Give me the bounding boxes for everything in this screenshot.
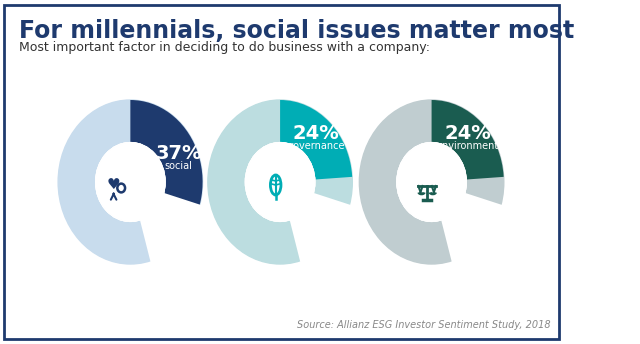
Circle shape [58, 100, 203, 264]
Circle shape [245, 143, 315, 221]
FancyBboxPatch shape [4, 5, 559, 339]
Text: 24%: 24% [444, 124, 491, 143]
Circle shape [359, 100, 504, 264]
Wedge shape [280, 182, 354, 266]
Wedge shape [431, 100, 504, 182]
Wedge shape [280, 100, 352, 182]
Wedge shape [131, 100, 203, 238]
Circle shape [397, 143, 467, 221]
Circle shape [96, 143, 165, 221]
Circle shape [245, 143, 315, 221]
Text: Most important factor in deciding to do business with a company:: Most important factor in deciding to do … [19, 41, 430, 54]
Circle shape [96, 143, 165, 221]
Wedge shape [431, 182, 505, 266]
Text: For millennials, social issues matter most: For millennials, social issues matter mo… [19, 19, 575, 43]
Circle shape [397, 143, 467, 221]
Text: 24%: 24% [293, 124, 340, 143]
Text: social: social [165, 161, 193, 171]
Circle shape [245, 143, 315, 221]
Text: Source: Allianz ESG Investor Sentiment Study, 2018: Source: Allianz ESG Investor Sentiment S… [297, 320, 550, 330]
Text: 37%: 37% [156, 144, 202, 163]
Wedge shape [131, 182, 204, 266]
Circle shape [96, 143, 165, 221]
Circle shape [208, 100, 352, 264]
Text: governance: governance [287, 141, 345, 151]
Text: ♥: ♥ [107, 176, 120, 192]
Circle shape [397, 143, 467, 221]
Text: environment: environment [436, 141, 499, 151]
